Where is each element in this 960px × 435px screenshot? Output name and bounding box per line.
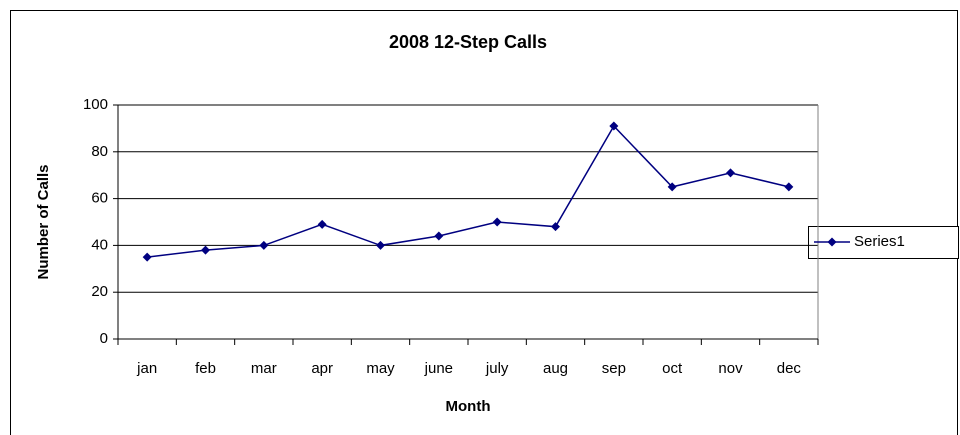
y-tick-label: 0 — [100, 330, 108, 347]
x-tick-label: apr — [311, 360, 333, 377]
marker — [551, 222, 560, 232]
legend-label: Series1 — [854, 233, 905, 250]
marker — [259, 240, 269, 250]
marker — [317, 219, 327, 229]
x-tick-label: oct — [662, 360, 683, 377]
y-tick-label: 100 — [83, 96, 108, 113]
chart-title: 2008 12-Step Calls — [389, 32, 547, 52]
marker — [492, 217, 502, 227]
x-tick-label: mar — [251, 360, 277, 377]
x-tick-label: jan — [136, 360, 157, 377]
x-tick-label: may — [366, 360, 395, 377]
x-tick-label: feb — [195, 360, 216, 377]
x-tick-label: nov — [718, 360, 743, 377]
marker — [201, 245, 210, 255]
x-tick-label: dec — [777, 360, 802, 377]
x-tick-label: sep — [602, 360, 626, 377]
legend-marker — [827, 237, 837, 247]
chart-frame — [10, 10, 958, 435]
marker — [142, 252, 152, 262]
x-axis-label: Month — [446, 398, 491, 415]
marker — [434, 231, 444, 241]
x-tick-label: aug — [543, 360, 568, 377]
marker — [726, 168, 735, 178]
marker — [667, 182, 677, 192]
y-tick-label: 20 — [91, 283, 108, 300]
marker — [609, 121, 619, 131]
y-tick-label: 80 — [91, 143, 108, 160]
y-tick-label: 60 — [91, 190, 108, 207]
marker — [376, 240, 385, 250]
x-tick-label: july — [485, 360, 509, 377]
y-axis-label: Number of Calls — [35, 164, 52, 279]
y-tick-label: 40 — [91, 236, 108, 253]
series-line — [147, 124, 790, 258]
x-tick-label: june — [424, 360, 453, 377]
marker — [784, 182, 794, 192]
